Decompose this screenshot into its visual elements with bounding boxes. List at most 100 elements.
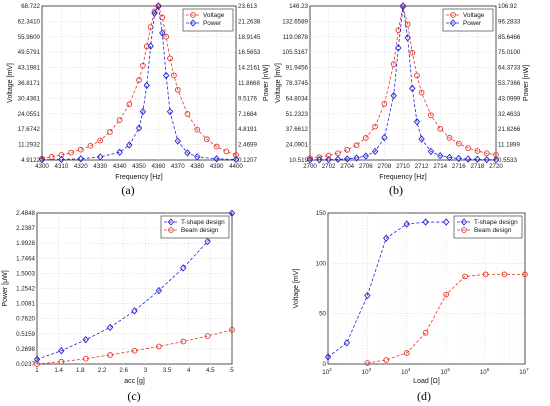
data-point xyxy=(174,137,181,145)
data-point xyxy=(390,91,397,100)
data-point xyxy=(213,155,220,163)
legend-marker xyxy=(189,19,197,27)
x-tick-label: 1.8 xyxy=(76,367,85,374)
x-tick-label: 3 xyxy=(144,367,148,374)
data-point xyxy=(364,291,371,300)
y-right-tick-label: 4.8191 xyxy=(238,126,257,133)
y-right-tick-label: 75.0100 xyxy=(498,49,521,56)
data-point xyxy=(139,107,147,116)
data-point xyxy=(482,271,489,278)
data-point xyxy=(82,355,89,362)
y-tick-label: 2.4848 xyxy=(16,210,35,217)
data-point xyxy=(77,146,84,153)
x-tick-label: 2720 xyxy=(489,163,503,170)
y-tick-label: 62.3410 xyxy=(18,18,41,25)
data-point xyxy=(233,152,239,158)
legend-marker xyxy=(168,227,174,233)
data-point xyxy=(344,146,351,153)
x-tick-exponent: 7 xyxy=(526,367,529,372)
data-point xyxy=(131,307,138,315)
x-axis-label: Frequency [Hz] xyxy=(115,174,163,181)
data-point xyxy=(383,357,390,363)
data-point xyxy=(167,55,173,62)
data-point xyxy=(325,155,332,164)
y-right-tick-label: 14.2161 xyxy=(238,65,261,72)
y-tick-label: 37.6612 xyxy=(286,126,309,133)
data-point xyxy=(437,125,444,132)
y-axis-label: Voltage [mV] xyxy=(275,63,282,103)
data-point xyxy=(38,156,46,164)
x-tick-label: 107 xyxy=(519,367,529,376)
y-right-tick-label: 9.5176 xyxy=(238,95,257,102)
y-right-tick-label: 23.613 xyxy=(238,3,257,10)
data-point xyxy=(166,107,174,116)
data-point xyxy=(106,323,114,332)
y-tick-label: 0.5159 xyxy=(16,331,35,338)
x-tick-label: 4360 xyxy=(152,163,166,170)
y-right-tick-label: 21.2638 xyxy=(238,18,261,25)
panel-c: 1 1.4 1.8 2.2 2.6 3 3.5 4 4.5 5 0.0237 0.2698 0.5159… xyxy=(2,209,236,403)
data-point xyxy=(383,234,390,242)
x-tick-label: 4340 xyxy=(113,163,127,170)
data-point xyxy=(409,84,416,93)
y-tick-label: 0 xyxy=(323,361,327,368)
x-tick-label: 4310 xyxy=(55,163,69,170)
data-point xyxy=(77,155,84,163)
x-tick-label: 2702 xyxy=(322,163,336,170)
data-point xyxy=(155,2,162,10)
data-point xyxy=(455,140,462,147)
x-tick-base: 10 xyxy=(322,369,329,376)
data-point xyxy=(194,153,201,161)
data-point xyxy=(204,136,210,143)
legend-box xyxy=(160,215,230,239)
data-point xyxy=(143,81,150,90)
data-point xyxy=(143,43,150,50)
x-tick-label: 2.2 xyxy=(98,367,107,374)
data-point xyxy=(437,152,444,160)
data-point xyxy=(409,49,416,56)
x-tick-label: 2700 xyxy=(303,163,317,170)
y-tick-label: 100 xyxy=(316,260,327,267)
y-tick-label: 150 xyxy=(316,210,327,217)
data-point xyxy=(404,21,411,28)
y-tick-label: 119.0878 xyxy=(283,34,309,41)
data-point xyxy=(395,44,402,52)
data-point xyxy=(171,72,177,79)
data-point xyxy=(229,327,235,333)
data-point xyxy=(163,33,170,40)
data-point xyxy=(194,126,201,133)
data-point xyxy=(483,155,490,164)
x-tick-exponent: 2 xyxy=(329,367,332,372)
data-point xyxy=(390,61,397,67)
data-point xyxy=(140,62,146,69)
data-point xyxy=(335,150,341,157)
y-tick-label: 0.2698 xyxy=(16,346,35,353)
y-tick-label: 11.2932 xyxy=(18,142,40,149)
y-right-axis-label: Power [nW] xyxy=(523,65,530,101)
y-tick-label: 24.0551 xyxy=(18,111,41,118)
data-point xyxy=(381,101,388,107)
data-point xyxy=(362,152,369,160)
y-tick-label: 105.5167 xyxy=(282,49,308,56)
x-tick-label: 4 xyxy=(187,367,191,374)
data-point xyxy=(464,155,472,163)
x-tick-label: 105 xyxy=(440,367,450,376)
data-point xyxy=(97,153,104,161)
data-point xyxy=(443,291,450,298)
y-axis-label: Voltage [mV] xyxy=(293,269,300,309)
legend-label: T-shape design xyxy=(181,219,225,226)
data-point xyxy=(446,135,453,141)
x-tick-label: 2716 xyxy=(452,163,466,170)
y-tick-label: 0.0237 xyxy=(16,361,35,368)
data-point xyxy=(33,355,41,364)
y-tick-label: 0.7620 xyxy=(16,316,35,323)
legend-marker xyxy=(460,218,468,226)
y-tick-label: 36.8171 xyxy=(18,80,41,87)
data-point xyxy=(492,156,500,164)
data-point xyxy=(184,111,191,117)
x-tick-exponent: 6 xyxy=(487,367,490,372)
x-tick-label: 103 xyxy=(362,367,372,376)
